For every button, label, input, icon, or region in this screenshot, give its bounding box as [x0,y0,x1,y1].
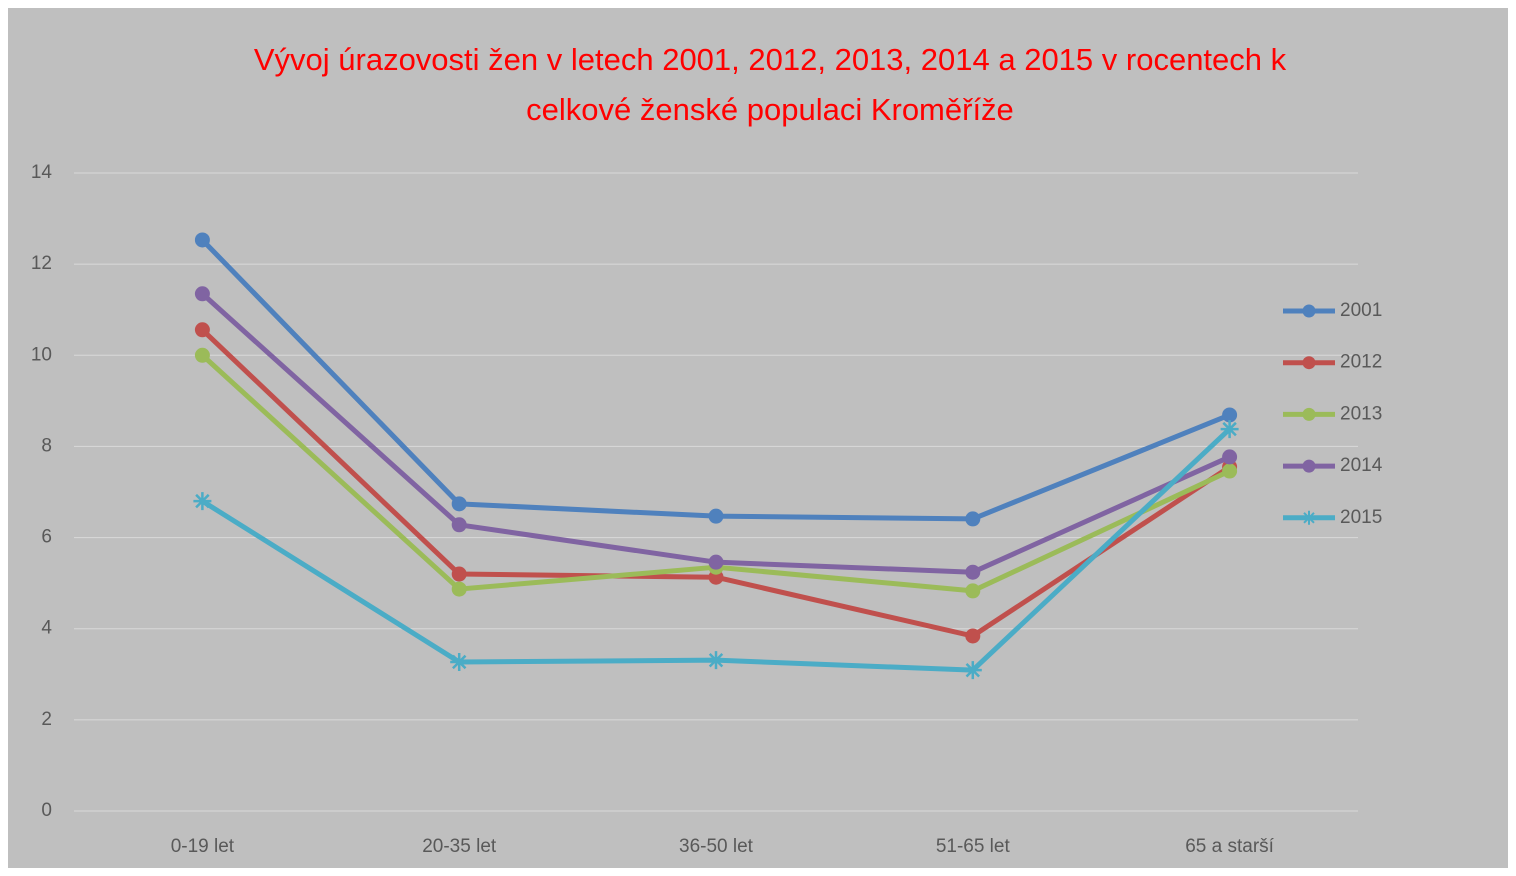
legend-label: 2012 [1340,352,1382,373]
point [451,581,467,597]
chart-title: celkové ženské populaci Kroměříže [526,92,1014,127]
chart-title: Vývoj úrazovosti žen v letech 2001, 2012… [254,42,1287,77]
x-tick-label: 0-19 let [171,836,235,857]
y-tick-label: 2 [41,709,52,730]
point [450,652,469,671]
point [965,564,981,580]
legend-marker [1302,356,1316,370]
y-tick-label: 10 [31,344,52,365]
point [1222,463,1238,479]
point [707,651,725,670]
point [194,347,210,363]
point [708,554,724,570]
point [194,322,210,338]
point [451,496,467,512]
legend-label: 2001 [1340,300,1382,321]
x-tick-label: 36-50 let [679,836,754,857]
point [965,583,981,599]
point [194,232,210,248]
point [1222,407,1238,423]
point [1222,449,1238,465]
x-tick-label: 65 a starší [1185,836,1274,857]
y-tick-label: 4 [41,618,52,639]
legend-marker [1302,407,1316,421]
point [963,661,982,680]
y-tick-label: 0 [41,800,52,821]
x-tick-label: 20-35 let [422,836,497,857]
y-tick-label: 6 [41,527,52,548]
y-tick-label: 12 [31,253,52,274]
chart-background [8,8,1508,868]
y-tick-label: 8 [41,435,52,456]
point [965,628,981,644]
point [965,511,981,527]
legend-label: 2013 [1340,403,1382,424]
y-tick-label: 14 [31,162,53,183]
x-tick-label: 51-65 let [936,836,1011,857]
point [708,508,724,524]
legend-label: 2015 [1340,507,1382,528]
point [193,492,212,511]
point [451,517,467,533]
point [194,286,210,302]
legend-marker [1302,459,1316,473]
point [451,566,467,582]
point [1220,420,1239,439]
legend-marker [1302,510,1316,525]
legend-marker [1302,304,1316,318]
legend-label: 2014 [1340,455,1383,476]
